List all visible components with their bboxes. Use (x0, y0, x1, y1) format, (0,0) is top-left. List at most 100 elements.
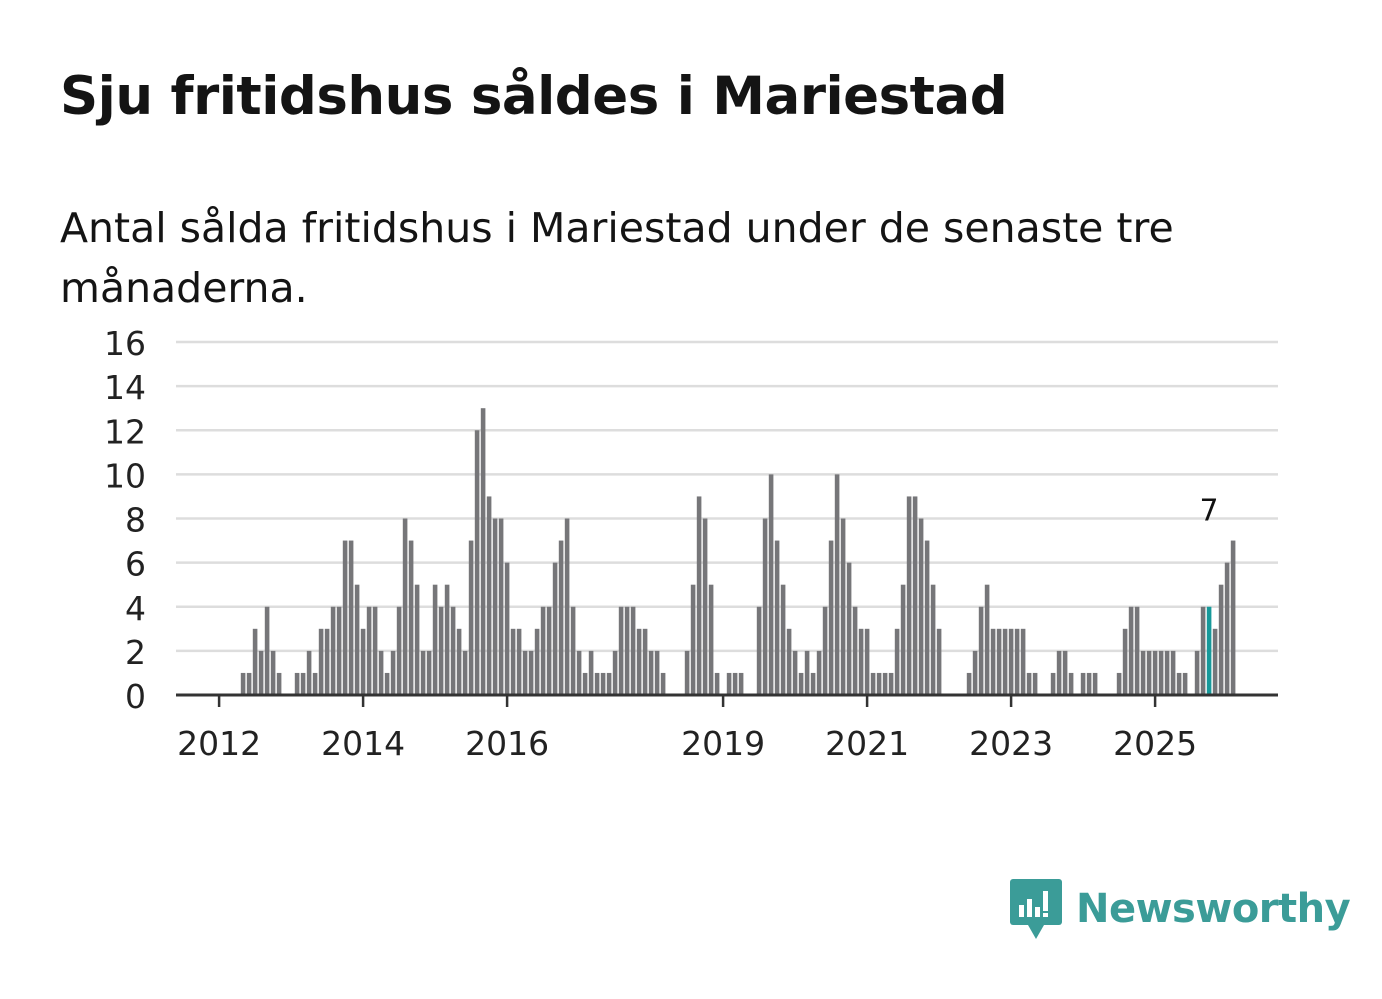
x-tick-label: 2012 (177, 724, 261, 763)
bar (468, 540, 474, 695)
bar (1230, 540, 1236, 695)
highlight-bar (1206, 606, 1212, 695)
bar (534, 628, 540, 695)
bar (972, 650, 978, 695)
bar (930, 584, 936, 695)
bar (1026, 672, 1032, 695)
bar (984, 584, 990, 695)
bar (990, 628, 996, 695)
bar (1140, 650, 1146, 695)
bar (348, 540, 354, 695)
bar (528, 650, 534, 695)
bar (858, 628, 864, 695)
bar (786, 628, 792, 695)
bar (810, 672, 816, 695)
bar (474, 430, 480, 695)
bar (402, 518, 408, 695)
bar (390, 650, 396, 695)
bar (618, 606, 624, 695)
bar (1014, 628, 1020, 695)
bar (1170, 650, 1176, 695)
labels: 0 2 4 6 8 10 12 14 16 2012 2014 2016 2019 2021 2023 202… (104, 324, 1219, 763)
bar (354, 584, 360, 695)
bar (1158, 650, 1164, 695)
bar (1092, 672, 1098, 695)
bar (882, 672, 888, 695)
bar (774, 540, 780, 695)
bar (822, 606, 828, 695)
bar (312, 672, 318, 695)
bar (1008, 628, 1014, 695)
bar (846, 562, 852, 695)
bar (906, 496, 912, 695)
bar (378, 650, 384, 695)
bar (852, 606, 858, 695)
bar (306, 650, 312, 695)
bar (510, 628, 516, 695)
bar (780, 584, 786, 695)
bar (708, 584, 714, 695)
bar (1218, 584, 1224, 695)
bar (456, 628, 462, 695)
bar (966, 672, 972, 695)
x-tick-label: 2014 (321, 724, 405, 763)
bar (300, 672, 306, 695)
bar (564, 518, 570, 695)
bar (342, 540, 348, 695)
bar (876, 672, 882, 695)
bar (888, 672, 894, 695)
bar (630, 606, 636, 695)
y-tick-label: 8 (125, 501, 146, 540)
chart-subtitle: Antal sålda fritidshus i Mariestad under… (60, 204, 1174, 312)
bar (1200, 606, 1206, 695)
bar (1224, 562, 1230, 695)
y-tick-label: 0 (125, 677, 146, 716)
x-tick-label: 2019 (681, 724, 765, 763)
y-tick-label: 6 (125, 545, 146, 584)
bar (1050, 672, 1056, 695)
bar (792, 650, 798, 695)
bar (330, 606, 336, 695)
bar (714, 672, 720, 695)
highlight-data-label: 7 (1200, 494, 1219, 529)
bar (594, 672, 600, 695)
bar (654, 650, 660, 695)
bar (894, 628, 900, 695)
bar (762, 518, 768, 695)
y-tick-label: 12 (104, 412, 146, 451)
bar (294, 672, 300, 695)
bar (804, 650, 810, 695)
bar (1080, 672, 1086, 695)
newsworthy-logo-icon (1010, 879, 1062, 939)
bar (498, 518, 504, 695)
bar (996, 628, 1002, 695)
bar (624, 606, 630, 695)
bar (360, 628, 366, 695)
bar (1020, 628, 1026, 695)
bar (978, 606, 984, 695)
bar (504, 562, 510, 695)
bar (600, 672, 606, 695)
y-tick-label: 16 (104, 324, 146, 363)
bar (1164, 650, 1170, 695)
bar (864, 628, 870, 695)
bar (828, 540, 834, 695)
bar (648, 650, 654, 695)
gridlines (176, 340, 1278, 653)
bar (1002, 628, 1008, 695)
bar (336, 606, 342, 695)
bar (372, 606, 378, 695)
bar (1194, 650, 1200, 695)
bar (636, 628, 642, 695)
bar (840, 518, 846, 695)
bar (900, 584, 906, 695)
x-tick-label: 2021 (825, 724, 909, 763)
y-tick-label: 14 (104, 368, 146, 407)
bar (570, 606, 576, 695)
bar (552, 562, 558, 695)
x-tick-label: 2025 (1113, 724, 1197, 763)
bar (318, 628, 324, 695)
bar (246, 672, 252, 695)
bar (606, 672, 612, 695)
